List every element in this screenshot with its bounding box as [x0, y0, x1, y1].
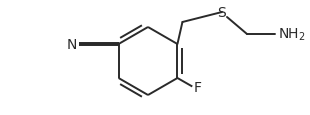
- Text: N: N: [66, 38, 77, 52]
- Text: F: F: [193, 80, 202, 94]
- Text: NH$_2$: NH$_2$: [278, 27, 306, 43]
- Text: S: S: [218, 6, 226, 20]
